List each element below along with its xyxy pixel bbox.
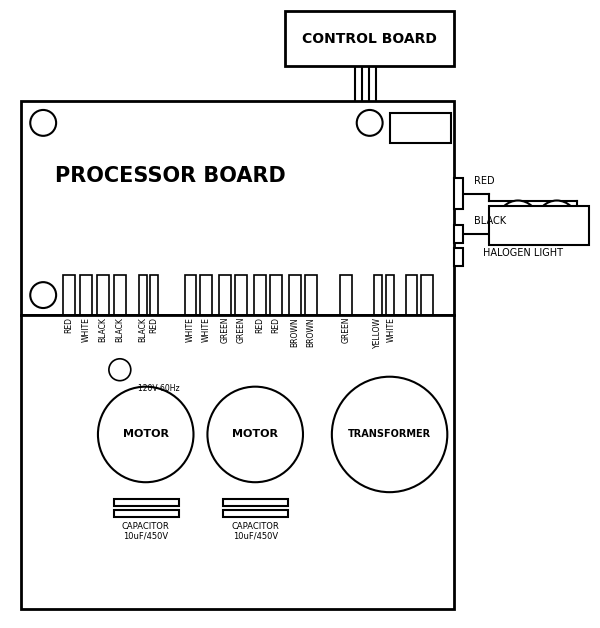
- Text: BLACK: BLACK: [138, 317, 147, 342]
- Bar: [386, 275, 394, 315]
- Text: 120V 60Hz: 120V 60Hz: [138, 384, 179, 393]
- Text: TRANSFORMER: TRANSFORMER: [348, 430, 431, 440]
- Text: PROCESSOR BOARD: PROCESSOR BOARD: [55, 166, 286, 186]
- Bar: [149, 275, 158, 315]
- Bar: [285, 11, 454, 66]
- Text: GREEN: GREEN: [237, 317, 246, 344]
- Circle shape: [498, 200, 538, 241]
- Bar: [454, 248, 463, 266]
- Circle shape: [208, 387, 303, 482]
- Text: WHITE: WHITE: [202, 317, 211, 342]
- Text: WHITE: WHITE: [186, 317, 195, 342]
- Circle shape: [357, 110, 383, 136]
- Bar: [114, 510, 179, 517]
- Text: RED: RED: [256, 317, 265, 333]
- Bar: [305, 275, 317, 315]
- Text: RED: RED: [149, 317, 158, 333]
- Text: 10uF/450V: 10uF/450V: [123, 531, 168, 541]
- Bar: [63, 275, 75, 315]
- Text: BLACK: BLACK: [474, 217, 506, 227]
- Text: WHITE: WHITE: [82, 317, 91, 342]
- Text: HALOGEN LIGHT: HALOGEN LIGHT: [483, 248, 563, 258]
- Bar: [340, 275, 352, 315]
- Text: BLACK: BLACK: [115, 317, 124, 342]
- Bar: [220, 275, 232, 315]
- Text: BROWN: BROWN: [290, 317, 299, 347]
- Bar: [270, 275, 282, 315]
- Text: GREEN: GREEN: [221, 317, 230, 344]
- Text: GREEN: GREEN: [341, 317, 350, 344]
- Bar: [21, 315, 454, 609]
- Bar: [374, 275, 382, 315]
- Bar: [389, 113, 451, 143]
- Text: BROWN: BROWN: [307, 317, 316, 347]
- Text: RED: RED: [65, 317, 74, 333]
- Bar: [21, 101, 454, 315]
- Text: RED: RED: [474, 176, 495, 186]
- Text: WHITE: WHITE: [387, 317, 396, 342]
- Circle shape: [30, 282, 56, 308]
- Bar: [289, 275, 301, 315]
- Circle shape: [332, 377, 448, 492]
- Text: CAPACITOR: CAPACITOR: [232, 521, 279, 531]
- Bar: [185, 275, 196, 315]
- Circle shape: [537, 200, 577, 241]
- Bar: [114, 275, 126, 315]
- Circle shape: [109, 359, 131, 381]
- Circle shape: [98, 387, 193, 482]
- Bar: [254, 275, 266, 315]
- Text: YELLOW: YELLOW: [373, 317, 382, 348]
- Bar: [235, 275, 247, 315]
- Bar: [223, 499, 288, 506]
- Text: MOTOR: MOTOR: [123, 430, 169, 440]
- Bar: [489, 205, 589, 246]
- Bar: [421, 275, 433, 315]
- Text: CONTROL BOARD: CONTROL BOARD: [302, 32, 437, 46]
- Bar: [139, 275, 147, 315]
- Bar: [454, 225, 463, 243]
- Bar: [406, 275, 418, 315]
- Bar: [454, 178, 463, 210]
- Text: CAPACITOR: CAPACITOR: [122, 521, 170, 531]
- Bar: [114, 499, 179, 506]
- Bar: [80, 275, 92, 315]
- Text: RED: RED: [272, 317, 281, 333]
- Circle shape: [30, 110, 56, 136]
- Text: BLACK: BLACK: [98, 317, 107, 342]
- Bar: [200, 275, 212, 315]
- Text: MOTOR: MOTOR: [232, 430, 278, 440]
- Bar: [223, 510, 288, 517]
- Text: 10uF/450V: 10uF/450V: [233, 531, 278, 541]
- Bar: [97, 275, 109, 315]
